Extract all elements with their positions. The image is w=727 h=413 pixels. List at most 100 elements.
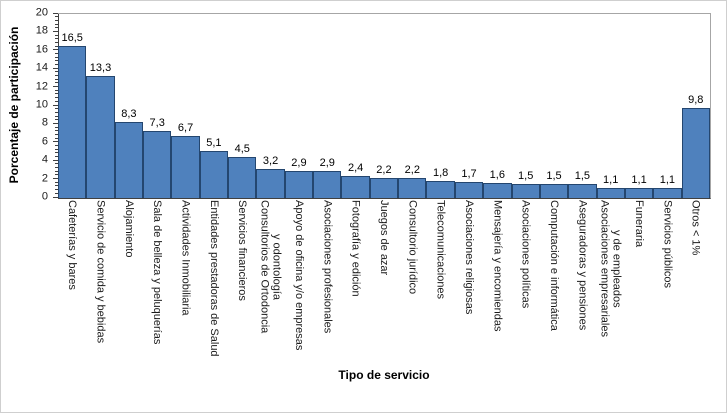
bar-value-label: 1,8 <box>432 167 449 180</box>
bar <box>454 182 484 198</box>
category-label-cell: Fotografía y edición <box>341 200 369 362</box>
bar-value-label: 7,3 <box>149 116 165 129</box>
category-label-cell: Entidades prestadoras de Salud <box>200 200 228 362</box>
bar-column: 4,5 <box>228 14 257 198</box>
bar <box>511 184 540 198</box>
bar <box>284 171 314 198</box>
y-minor-tick <box>55 60 58 62</box>
bar-value-label: 4,5 <box>234 142 250 155</box>
y-minor-tick <box>55 148 58 150</box>
bar-value-label: 2,9 <box>319 157 335 170</box>
category-label-cell: Computación e informática <box>540 200 568 362</box>
bar-value-label: 1,1 <box>659 173 676 186</box>
bar-column: 1,5 <box>568 14 597 198</box>
category-label-cell: Actividades Inmobiliaria <box>171 200 199 362</box>
plot-area: 16,5 13,3 8,3 7,3 6,7 5,1 4,5 3,2 2,9 2,9 2,4 2,2 2,… <box>58 13 711 199</box>
bar-column: 1,5 <box>511 14 540 198</box>
bar <box>313 171 342 198</box>
category-label: Cafeterías y bares <box>66 200 79 290</box>
y-minor-tick <box>55 185 58 187</box>
bar-value-label: 13,3 <box>89 61 112 74</box>
category-label-cell: Cafeterías y bares <box>58 200 86 362</box>
bar-value-label: 1,5 <box>518 170 534 183</box>
y-tick-label: 2 <box>41 172 48 185</box>
bar-column: 1,8 <box>426 14 455 198</box>
y-tick-label: 16 <box>35 43 48 56</box>
bar-column: 16,5 <box>58 14 87 198</box>
category-label: Aseguradoras y pensiones <box>576 200 589 331</box>
y-major-tick <box>53 178 58 180</box>
bar <box>256 168 285 198</box>
bar-value-label: 2,2 <box>376 163 392 176</box>
bar <box>58 46 87 198</box>
category-label-cell: Sala de belleza y peluquerías <box>143 200 171 362</box>
bar-column: 2,2 <box>369 14 399 198</box>
bar-column: 2,9 <box>313 14 342 198</box>
y-minor-tick <box>55 170 58 172</box>
y-minor-tick <box>55 89 58 91</box>
y-minor-tick <box>55 181 58 183</box>
y-minor-tick <box>55 78 58 80</box>
bar-value-label: 1,1 <box>603 173 619 186</box>
bar-column: 2,9 <box>284 14 314 198</box>
bar-value-label: 9,8 <box>688 93 704 106</box>
y-minor-tick <box>55 52 58 54</box>
category-label: Otros < 1% <box>689 200 702 256</box>
bar <box>653 187 682 198</box>
bar-column: 2,4 <box>341 14 370 198</box>
y-tick-label: 6 <box>41 135 48 148</box>
bar-value-label: 5,1 <box>206 137 222 150</box>
y-minor-tick <box>55 144 58 146</box>
y-minor-tick <box>55 163 58 165</box>
y-minor-tick <box>55 130 58 132</box>
bar <box>199 151 229 198</box>
bar <box>568 184 597 198</box>
y-major-tick <box>53 141 58 143</box>
bars-container: 16,5 13,3 8,3 7,3 6,7 5,1 4,5 3,2 2,9 2,9 2,4 2,2 2,… <box>58 14 710 198</box>
y-tick-label: 0 <box>41 190 48 203</box>
category-label: Asociaciones políticas <box>519 200 532 309</box>
bar-value-label: 1,7 <box>461 168 477 181</box>
bar-value-label: 3,2 <box>262 154 279 167</box>
bar-value-label: 2,2 <box>404 163 420 176</box>
category-label: Alojamiento <box>122 200 135 258</box>
y-minor-tick <box>55 16 58 18</box>
y-major-tick <box>53 196 58 198</box>
category-label: Telecomunicaciones <box>434 200 447 300</box>
y-major-tick <box>53 12 58 14</box>
bar-column: 13,3 <box>86 14 115 198</box>
bar <box>624 187 654 198</box>
y-major-tick <box>53 86 58 88</box>
bar-column: 1,5 <box>539 14 569 198</box>
bar-value-label: 1,5 <box>574 170 591 183</box>
bar <box>143 130 172 198</box>
y-minor-tick <box>55 38 58 40</box>
category-label: Juegos de azar <box>377 200 390 276</box>
x-axis-title: Tipo de servicio <box>338 368 430 382</box>
category-label: Entidades prestadoras de Salud <box>207 200 220 357</box>
bar-value-label: 16,5 <box>61 32 83 45</box>
y-minor-tick <box>55 93 58 95</box>
bar <box>596 187 625 198</box>
y-major-tick <box>53 30 58 32</box>
y-minor-tick <box>55 41 58 43</box>
bar <box>483 183 512 198</box>
category-label: Servicio de comida y bebidas <box>94 200 107 344</box>
y-minor-tick <box>55 34 58 36</box>
bar-column: 6,7 <box>171 14 200 198</box>
bar-column: 1,1 <box>596 14 625 198</box>
y-minor-tick <box>55 23 58 25</box>
bar-column: 1,1 <box>653 14 682 198</box>
bar <box>681 107 710 198</box>
bar-value-label: 2,4 <box>347 161 364 174</box>
y-major-tick <box>53 104 58 106</box>
category-label: Actividades Inmobiliaria <box>179 200 192 316</box>
category-label-cell: Mensajería y encomiendas <box>483 200 511 362</box>
category-label: Funeraria <box>633 200 646 248</box>
y-axis: 0 2 4 6 8 10 12 14 16 18 20 <box>1 7 59 202</box>
y-minor-tick <box>55 152 58 154</box>
category-label: Asociaciones profesionales <box>321 200 334 334</box>
category-label-cell: Juegos de azar <box>370 200 398 362</box>
category-label: Mensajería y encomiendas <box>491 200 504 332</box>
